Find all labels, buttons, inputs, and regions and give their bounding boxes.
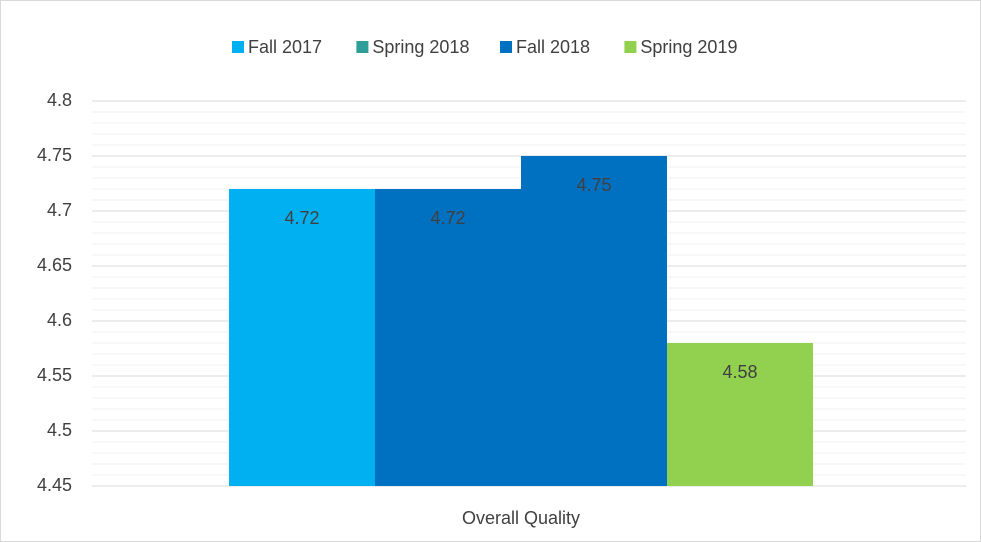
y-tick-label: 4.7 bbox=[47, 200, 72, 220]
legend-swatch bbox=[232, 41, 244, 53]
bar bbox=[521, 156, 667, 486]
y-tick-label: 4.55 bbox=[37, 365, 72, 385]
y-tick-label: 4.45 bbox=[37, 475, 72, 495]
y-tick-label: 4.5 bbox=[47, 420, 72, 440]
y-tick-label: 4.8 bbox=[47, 90, 72, 110]
bar bbox=[667, 343, 813, 486]
legend-label: Spring 2019 bbox=[640, 37, 737, 57]
y-tick-label: 4.65 bbox=[37, 255, 72, 275]
legend-swatch bbox=[356, 41, 369, 53]
data-label: 4.72 bbox=[430, 208, 465, 228]
legend-label: Fall 2018 bbox=[516, 37, 590, 57]
data-label: 4.72 bbox=[284, 208, 319, 228]
bar bbox=[229, 189, 375, 486]
data-label: 4.75 bbox=[576, 175, 611, 195]
legend-swatch bbox=[624, 41, 637, 53]
y-tick-label: 4.75 bbox=[37, 145, 72, 165]
legend-label: Fall 2017 bbox=[248, 37, 322, 57]
bar bbox=[375, 189, 521, 486]
x-tick-label: Overall Quality bbox=[462, 508, 580, 528]
legend-swatch bbox=[500, 41, 512, 53]
y-tick-label: 4.6 bbox=[47, 310, 72, 330]
legend-label: Spring 2018 bbox=[372, 37, 469, 57]
data-label: 4.58 bbox=[722, 362, 757, 382]
